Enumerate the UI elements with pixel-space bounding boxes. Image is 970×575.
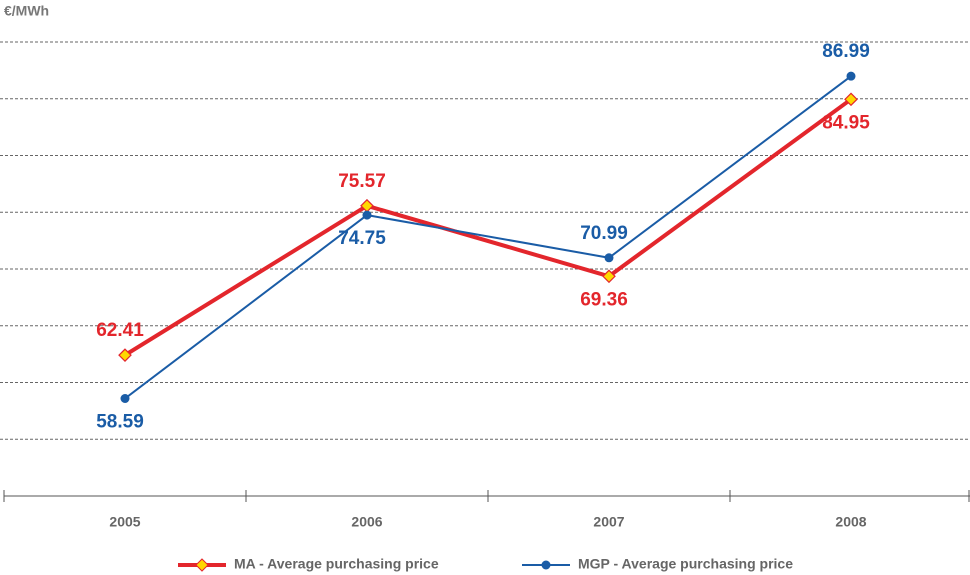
marker <box>120 394 130 404</box>
data-label: 70.99 <box>580 223 628 244</box>
marker <box>118 348 132 362</box>
x-tick-label: 2005 <box>109 514 140 530</box>
marker <box>846 71 856 81</box>
y-axis-label: €/MWh <box>4 3 49 19</box>
series-line <box>124 75 852 400</box>
data-label: 58.59 <box>96 412 144 433</box>
marker <box>604 253 614 263</box>
marker <box>602 269 616 284</box>
data-label: 62.41 <box>96 320 144 341</box>
data-label: 74.75 <box>338 228 386 249</box>
legend-label: MA - Average purchasing price <box>234 556 439 572</box>
legend-marker <box>195 558 209 572</box>
x-tick-label: 2008 <box>835 514 866 530</box>
marker <box>362 210 372 220</box>
data-label: 69.36 <box>580 289 628 310</box>
series-line <box>123 97 853 357</box>
data-label: 86.99 <box>822 41 870 62</box>
marker <box>844 92 858 107</box>
legend-marker <box>541 560 551 570</box>
data-label: 84.95 <box>822 112 870 133</box>
x-tick-label: 2007 <box>593 514 624 530</box>
x-tick-label: 2006 <box>351 514 382 530</box>
legend-label: MGP - Average purchasing price <box>578 556 793 572</box>
data-label: 75.57 <box>338 171 386 192</box>
